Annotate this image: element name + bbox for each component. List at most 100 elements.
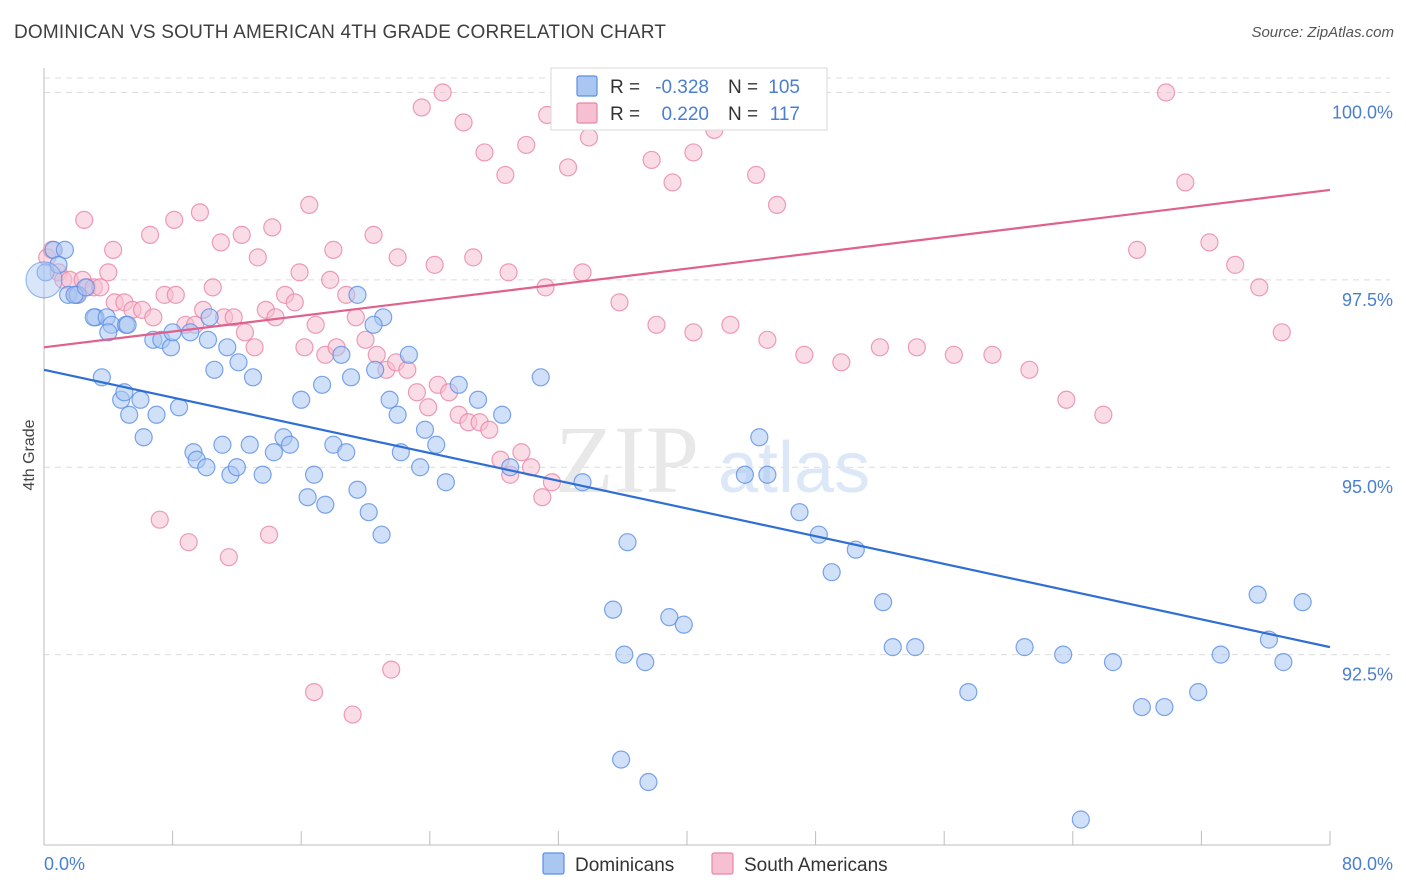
south-american-point: [610, 293, 629, 312]
south-american-point: [512, 443, 531, 462]
dominican-point: [76, 278, 95, 297]
south-american-point: [496, 165, 515, 185]
dominican-point: [1054, 645, 1073, 664]
south-american-point: [356, 330, 375, 349]
dominican-point: [240, 435, 259, 454]
dominican-point: [674, 615, 693, 634]
south-american-point: [647, 315, 666, 334]
legend-n-label: N =: [728, 77, 758, 98]
south-american-point: [140, 225, 160, 244]
dominican-point: [959, 682, 978, 702]
legend-swatch: [542, 852, 565, 875]
south-american-point: [1272, 323, 1291, 342]
south-american-point: [480, 420, 499, 439]
south-american-point: [579, 128, 599, 147]
dominican-point: [120, 405, 139, 424]
south-american-point: [558, 158, 578, 177]
south-american-point: [533, 488, 552, 507]
dominican-point: [161, 338, 181, 357]
south-american-point: [944, 345, 963, 364]
dominican-point: [436, 473, 455, 492]
y-axis-label: 4th Grade: [21, 419, 38, 490]
dominican-point: [359, 503, 378, 522]
dominican-point: [758, 465, 777, 484]
dominican-point: [181, 323, 200, 342]
stats-legend: R = -0.328 N = 105 R = 0.220 N = 117: [550, 67, 828, 131]
south-american-point: [870, 338, 890, 357]
dominican-point: [388, 405, 407, 424]
dominican-point: [227, 458, 246, 477]
south-american-point: [1094, 405, 1113, 424]
south-american-point: [517, 135, 536, 155]
legend-r-value: -0.328: [655, 77, 709, 98]
legend-series-name: South Americans: [744, 855, 888, 876]
legend-n-value: 105: [768, 77, 800, 98]
dominican-point: [874, 593, 893, 612]
south-american-point: [321, 270, 340, 289]
dominican-point: [1155, 697, 1174, 717]
dominican-point: [304, 465, 324, 484]
south-american-point: [433, 83, 452, 102]
south-american-point: [306, 315, 325, 334]
south-american-point: [364, 225, 383, 244]
points-layer: [25, 83, 1312, 829]
dominican-point: [493, 405, 512, 424]
dominican-point: [611, 750, 631, 769]
south-american-point: [907, 338, 926, 357]
dominican-point: [906, 638, 925, 657]
south-american-point: [419, 398, 438, 417]
dominican-point: [411, 458, 430, 477]
dominican-point: [366, 360, 385, 379]
dominican-point: [316, 495, 335, 514]
dominican-point: [197, 458, 216, 477]
dominican-point: [1293, 593, 1312, 612]
dominican-point: [298, 488, 317, 507]
south-american-point: [684, 323, 703, 342]
south-american-point: [144, 308, 163, 327]
dominican-point: [1132, 697, 1152, 717]
legend-swatch: [576, 75, 598, 97]
dominican-point: [55, 240, 74, 259]
south-american-point: [767, 195, 787, 215]
dominican-point: [1248, 585, 1267, 604]
south-american-point: [1127, 240, 1147, 259]
x-tick-label: 80.0%: [1342, 854, 1393, 874]
south-american-point: [388, 248, 407, 267]
dominican-point: [348, 480, 367, 499]
south-american-point: [983, 345, 1002, 364]
legend-r-value: 0.220: [661, 104, 709, 125]
south-american-point: [346, 308, 365, 327]
south-american-point: [1176, 173, 1195, 192]
dominican-point: [198, 330, 218, 349]
dominican-point: [264, 443, 283, 462]
legend-r-label: R =: [610, 104, 640, 125]
dominican-point: [134, 428, 153, 447]
y-tick-label: 92.5%: [1342, 665, 1393, 685]
dominican-point: [1189, 682, 1208, 702]
dominican-point: [603, 600, 623, 619]
y-tick-label: 97.5%: [1342, 290, 1393, 310]
y-tick-label: 95.0%: [1342, 477, 1393, 497]
dominican-point: [372, 525, 391, 544]
south-american-point: [259, 525, 279, 544]
chart-title: DOMINICAN VS SOUTH AMERICAN 4TH GRADE CO…: [14, 22, 667, 43]
south-american-point: [367, 345, 386, 364]
dominican-point: [615, 645, 634, 664]
south-american-point: [475, 143, 494, 162]
dominican-point: [883, 638, 902, 657]
south-american-point: [832, 353, 851, 372]
south-american-point: [573, 263, 592, 282]
south-american-point: [263, 218, 282, 237]
south-american-point: [1156, 83, 1176, 102]
south-american-trend-line: [43, 188, 1331, 349]
legend-r-label: R =: [610, 77, 640, 98]
south-american-point: [235, 323, 255, 342]
dominican-point: [25, 261, 63, 299]
dominican-point: [1211, 645, 1230, 664]
south-american-point: [1250, 278, 1269, 297]
source-label: Source: ZipAtlas.com: [1251, 24, 1394, 41]
south-american-point: [179, 533, 198, 552]
dominican-point: [449, 375, 468, 394]
y-tick-label: 100.0%: [1332, 102, 1393, 122]
south-american-point: [663, 173, 682, 192]
